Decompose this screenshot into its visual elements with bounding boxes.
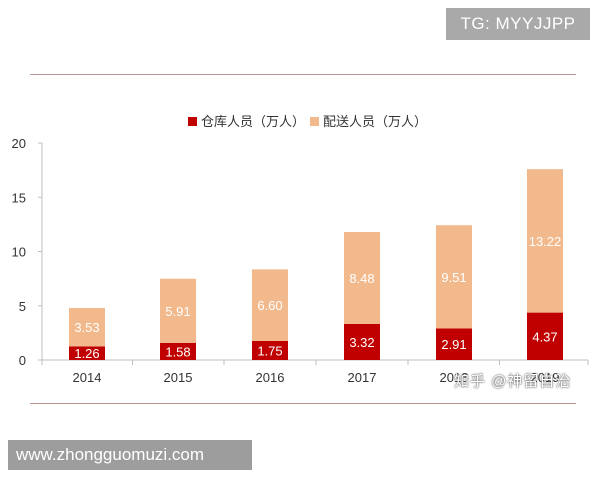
y-tick-label: 10 bbox=[12, 245, 26, 260]
data-label-delivery: 5.91 bbox=[165, 304, 190, 319]
bar-warehouse bbox=[69, 346, 105, 360]
data-label-warehouse: 1.26 bbox=[74, 346, 99, 361]
legend-swatch-warehouse bbox=[188, 117, 197, 126]
bar-warehouse bbox=[527, 312, 563, 360]
x-tick-label: 2014 bbox=[73, 370, 102, 385]
y-tick-label: 0 bbox=[19, 353, 26, 368]
data-label-delivery: 9.51 bbox=[441, 270, 466, 285]
x-tick-label: 2018 bbox=[440, 370, 469, 385]
x-tick-label: 2019 bbox=[531, 370, 560, 385]
legend-label-delivery: 配送人员（万人） bbox=[323, 114, 427, 129]
watermark-tg-badge: TG: MYYJJPP bbox=[446, 8, 590, 40]
data-label-warehouse: 1.58 bbox=[165, 344, 190, 359]
data-label-delivery: 6.60 bbox=[257, 298, 282, 313]
data-label-warehouse: 4.37 bbox=[532, 329, 557, 344]
y-tick-label: 20 bbox=[12, 136, 26, 151]
data-label-delivery: 8.48 bbox=[349, 271, 374, 286]
x-tick-label: 2017 bbox=[348, 370, 377, 385]
data-label-delivery: 13.22 bbox=[529, 234, 562, 249]
legend-swatch-delivery bbox=[310, 117, 319, 126]
y-tick-label: 15 bbox=[12, 190, 26, 205]
top-divider bbox=[30, 74, 576, 75]
y-tick-label: 5 bbox=[19, 299, 26, 314]
data-label-warehouse: 1.75 bbox=[257, 344, 282, 359]
data-label-warehouse: 2.91 bbox=[441, 337, 466, 352]
bar-warehouse bbox=[160, 342, 196, 360]
data-label-delivery: 3.53 bbox=[74, 320, 99, 335]
bar-delivery bbox=[436, 225, 472, 329]
watermark-url-badge: www.zhongguomuzi.com bbox=[8, 440, 252, 470]
bar-delivery bbox=[527, 169, 563, 313]
data-label-warehouse: 3.32 bbox=[349, 335, 374, 350]
x-tick-label: 2015 bbox=[164, 370, 193, 385]
bar-warehouse bbox=[252, 341, 288, 360]
bar-delivery bbox=[252, 269, 288, 342]
bottom-divider bbox=[30, 403, 576, 404]
legend-label-warehouse: 仓库人员（万人） bbox=[201, 114, 305, 129]
x-tick-label: 2016 bbox=[256, 370, 285, 385]
bar-delivery bbox=[160, 278, 196, 343]
watermark-overlay-text: 知乎 @神留自治 bbox=[454, 373, 572, 390]
bar-delivery bbox=[69, 308, 105, 347]
bar-warehouse bbox=[436, 328, 472, 360]
bar-delivery bbox=[344, 231, 380, 324]
bar-warehouse bbox=[344, 323, 380, 360]
